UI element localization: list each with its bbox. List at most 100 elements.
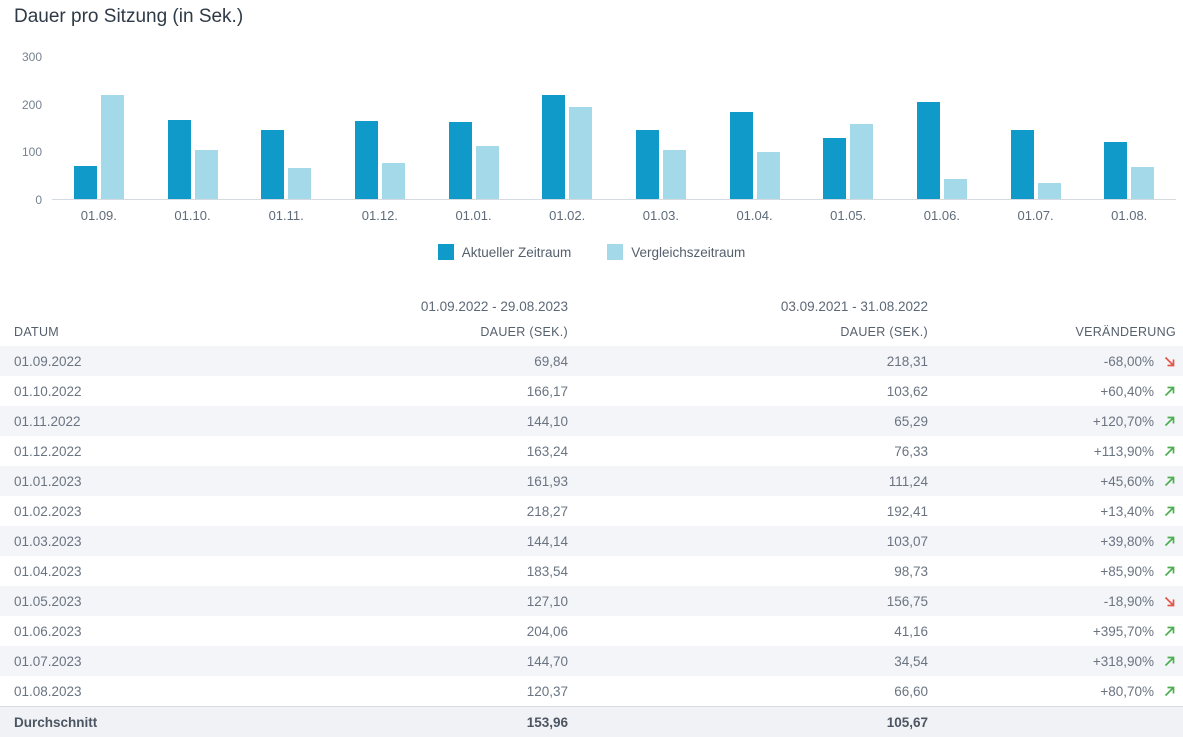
arrow-up-right-icon <box>1163 655 1176 668</box>
y-axis-tick-label: 0 <box>35 193 42 207</box>
bar-current-period <box>167 119 191 199</box>
current-duration-cell: 183,54 <box>526 563 568 579</box>
table-row: 01.05.2023 127,10 156,75 -18,90% <box>0 586 1183 616</box>
comparison-duration-cell: 103,07 <box>886 533 928 549</box>
comparison-duration-cell: 34,54 <box>894 653 928 669</box>
bar-comparison-period <box>662 149 686 199</box>
table-row: 01.06.2023 204,06 41,16 +395,70% <box>0 616 1183 646</box>
column-header-duration-current: DAUER (SEK.) <box>480 325 568 339</box>
arrow-up-right-icon <box>1163 445 1176 458</box>
change-value: +120,70% <box>1092 413 1154 429</box>
bar-comparison-period <box>381 162 405 199</box>
legend-item-current-period[interactable]: Aktueller Zeitraum <box>437 244 572 260</box>
change-cell: +80,70% <box>928 684 1183 699</box>
legend-item-comparison-period[interactable]: Vergleichszeitraum <box>607 244 745 260</box>
bar-current-period <box>1010 130 1034 199</box>
bar-comparison-period <box>569 107 593 199</box>
legend-label: Aktueller Zeitraum <box>461 244 572 260</box>
table-row: 01.12.2022 163,24 76,33 +113,90% <box>0 436 1183 466</box>
change-value: +13,40% <box>1100 503 1154 519</box>
average-current-value: 153,96 <box>526 715 568 730</box>
comparison-duration-cell: 192,41 <box>886 503 928 519</box>
date-cell: 01.11.2022 <box>14 413 81 429</box>
current-duration-cell: 144,70 <box>526 653 568 669</box>
date-cell: 01.04.2023 <box>14 563 82 579</box>
comparison-duration-cell: 156,75 <box>886 593 928 609</box>
bar-current-period <box>261 130 285 199</box>
bar-comparison-period <box>850 124 874 199</box>
bar-comparison-period <box>756 151 780 199</box>
change-value: +80,70% <box>1100 683 1154 699</box>
average-row: Durchschnitt 153,96 105,67 <box>0 706 1183 737</box>
bar-group <box>239 57 333 199</box>
date-cell: 01.03.2023 <box>14 533 82 549</box>
comparison-duration-cell: 111,24 <box>888 473 928 489</box>
bar-group <box>427 57 521 199</box>
comparison-duration-cell: 41,16 <box>894 623 928 639</box>
bar-group <box>895 57 989 199</box>
date-cell: 01.02.2023 <box>14 503 82 519</box>
arrow-up-right-icon <box>1163 625 1176 638</box>
table-row: 01.04.2023 183,54 98,73 +85,90% <box>0 556 1183 586</box>
x-axis-label: 01.10. <box>174 208 211 223</box>
bar-current-period <box>823 138 847 199</box>
comparison-duration-cell: 218,31 <box>886 353 928 369</box>
comparison-duration-cell: 98,73 <box>894 563 928 579</box>
table-row: 01.03.2023 144,14 103,07 +39,80% <box>0 526 1183 556</box>
current-duration-cell: 204,06 <box>526 623 568 639</box>
x-axis-label: 01.09. <box>80 208 117 223</box>
table-row: 01.09.2022 69,84 218,31 -68,00% <box>0 346 1183 376</box>
arrow-up-right-icon <box>1163 475 1176 488</box>
date-cell: 01.09.2022 <box>14 353 82 369</box>
column-header-change: VERÄNDERUNG <box>1075 325 1176 339</box>
x-axis-label: 01.12. <box>361 208 398 223</box>
current-duration-cell: 144,14 <box>526 533 568 549</box>
arrow-up-right-icon <box>1163 565 1176 578</box>
arrow-up-right-icon <box>1163 535 1176 548</box>
bar-current-period <box>73 165 97 199</box>
y-axis-tick-label: 300 <box>21 50 42 64</box>
bar-current-period <box>448 121 472 199</box>
bar-comparison-period <box>1131 167 1155 199</box>
change-cell: +395,70% <box>928 624 1183 639</box>
current-period-swatch-icon <box>437 244 454 260</box>
bar-current-period <box>916 101 940 199</box>
table-row: 01.01.2023 161,93 111,24 +45,60% <box>0 466 1183 496</box>
change-cell: +45,60% <box>928 474 1183 489</box>
chart-legend: Aktueller Zeitraum Vergleichszeitraum <box>0 244 1183 260</box>
bar-group <box>989 57 1083 199</box>
x-axis-label: 01.06. <box>923 208 960 223</box>
x-axis-labels: 01.09. 01.10. 01.11. 01.12. 01.01. 01.02. 01.0… <box>52 208 1176 223</box>
y-axis-tick-label: 200 <box>21 97 42 112</box>
change-value: +395,70% <box>1092 623 1154 639</box>
date-cell: 01.12.2022 <box>14 443 82 459</box>
date-cell: 01.07.2023 <box>14 653 82 669</box>
change-cell: +39,80% <box>928 534 1183 549</box>
bar-group <box>708 57 802 199</box>
comparison-duration-cell: 103,62 <box>886 383 928 399</box>
change-value: +60,40% <box>1100 383 1154 399</box>
change-value: -18,90% <box>1103 593 1154 609</box>
arrow-down-right-icon <box>1163 355 1176 368</box>
y-axis: 0 100 200 300 <box>12 0 42 220</box>
x-axis-label: 01.01. <box>455 208 492 223</box>
arrow-up-right-icon <box>1163 505 1176 518</box>
change-value: +45,60% <box>1100 473 1154 489</box>
y-axis-tick-label: 100 <box>21 145 42 160</box>
bar-group <box>146 57 240 199</box>
date-cell: 01.01.2023 <box>14 473 82 489</box>
table-row: 01.10.2022 166,17 103,62 +60,40% <box>0 376 1183 406</box>
bar-comparison-period <box>475 146 499 199</box>
page-title: Dauer pro Sitzung (in Sek.) <box>14 6 244 27</box>
change-value: +85,90% <box>1100 563 1154 579</box>
bar-current-period <box>729 111 753 199</box>
x-axis-label: 01.07. <box>1017 208 1054 223</box>
x-axis-label: 01.02. <box>549 208 586 223</box>
table-row: 01.11.2022 144,10 65,29 +120,70% <box>0 406 1183 436</box>
x-axis-label: 01.04. <box>736 208 773 223</box>
change-value: +318,90% <box>1092 653 1154 669</box>
comparison-period-swatch-icon <box>607 244 624 260</box>
change-value: -68,00% <box>1103 353 1154 369</box>
table-row: 01.08.2023 120,37 66,60 +80,70% <box>0 676 1183 706</box>
bar-group <box>1082 57 1176 199</box>
